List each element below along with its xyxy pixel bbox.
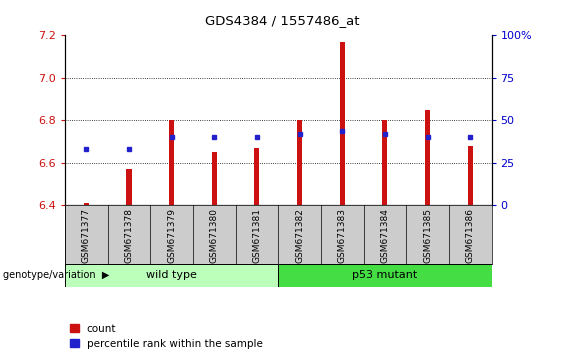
Bar [254, 148, 259, 205]
Text: GSM671386: GSM671386 [466, 208, 475, 263]
Text: GSM671378: GSM671378 [124, 208, 133, 263]
Text: p53 mutant: p53 mutant [353, 270, 418, 280]
Bar [212, 152, 217, 205]
Text: GSM671379: GSM671379 [167, 208, 176, 263]
Legend: count, percentile rank within the sample: count, percentile rank within the sample [70, 324, 263, 349]
Bar [127, 169, 132, 205]
Bar [297, 120, 302, 205]
Bar [65, 264, 278, 287]
Text: GSM671382: GSM671382 [295, 208, 304, 263]
Text: wild type: wild type [146, 270, 197, 280]
Bar [169, 120, 174, 205]
Bar [278, 264, 492, 287]
Text: GSM671383: GSM671383 [338, 208, 347, 263]
Text: genotype/variation  ▶: genotype/variation ▶ [3, 270, 109, 280]
Text: GSM671377: GSM671377 [82, 208, 91, 263]
Bar [84, 203, 89, 205]
Text: GSM671385: GSM671385 [423, 208, 432, 263]
Bar [425, 110, 430, 205]
Text: GSM671384: GSM671384 [380, 208, 389, 263]
Bar [468, 146, 473, 205]
Text: GSM671381: GSM671381 [253, 208, 262, 263]
Bar [383, 120, 388, 205]
Bar [340, 42, 345, 205]
Text: GSM671380: GSM671380 [210, 208, 219, 263]
Text: GDS4384 / 1557486_at: GDS4384 / 1557486_at [205, 14, 360, 27]
